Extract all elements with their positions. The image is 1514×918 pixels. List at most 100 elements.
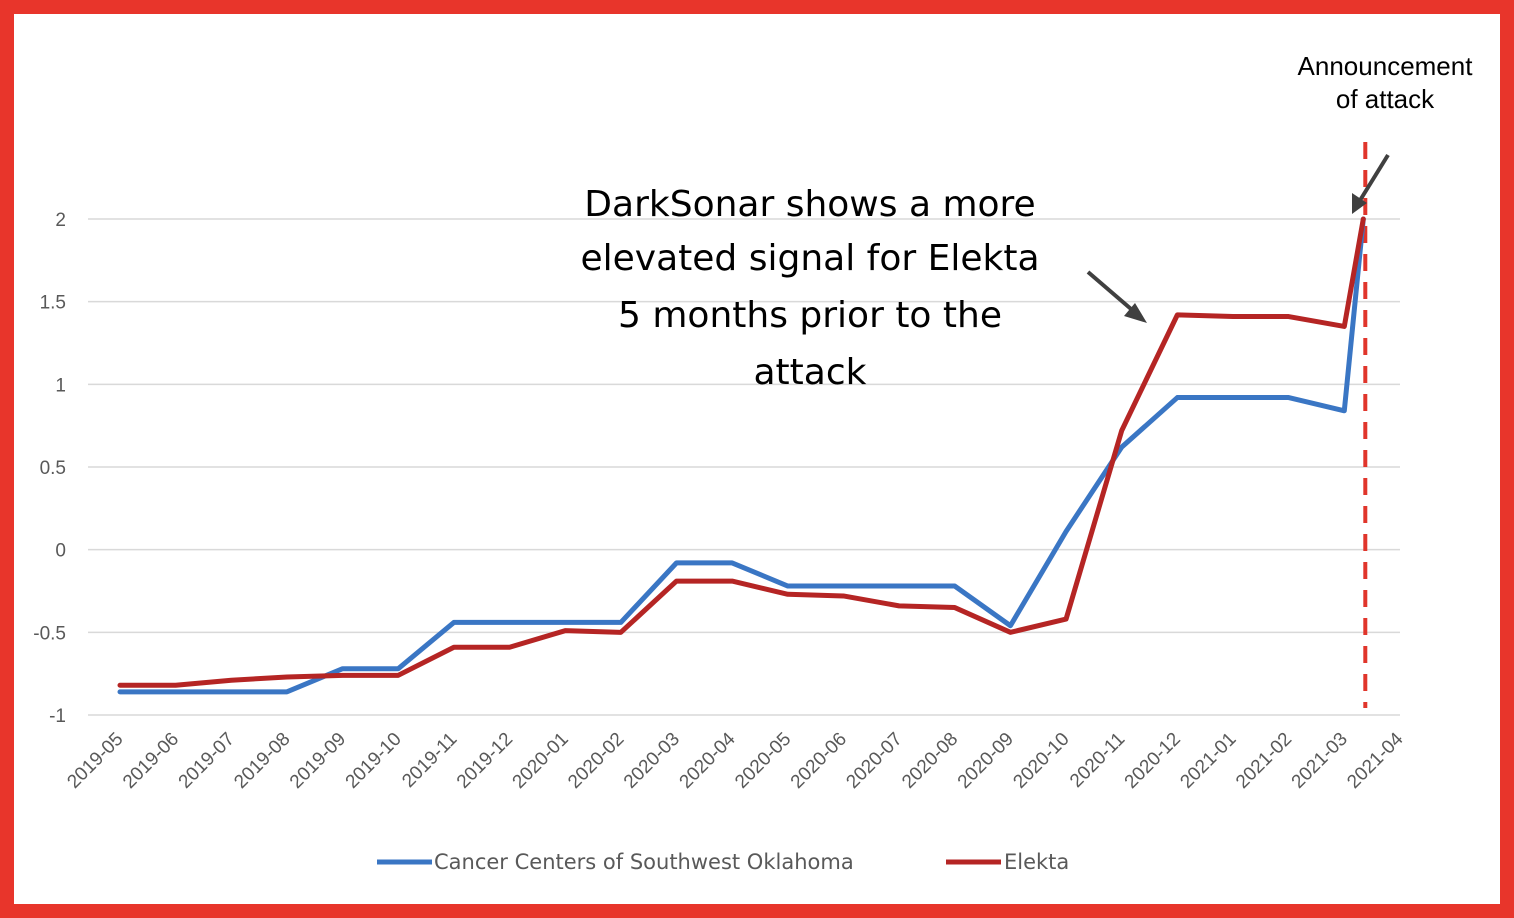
x-tick-label: 2019-12 — [453, 729, 517, 793]
data-point — [1009, 625, 1011, 627]
x-tick-label: 2020-06 — [787, 729, 851, 793]
data-point — [1065, 618, 1067, 620]
data-point — [175, 691, 177, 693]
data-point — [676, 562, 677, 564]
data-point — [564, 621, 566, 623]
y-tick-label: -1 — [49, 706, 66, 727]
data-point — [397, 674, 399, 676]
legend-item-elekta: Elekta — [946, 850, 1069, 874]
y-tick-label: 2 — [55, 210, 66, 231]
x-tick-label: 2019-06 — [119, 729, 183, 793]
data-point — [1065, 530, 1067, 532]
data-point — [1121, 446, 1123, 448]
data-point — [731, 562, 733, 564]
data-point — [397, 668, 399, 670]
x-tick-label: 2020-10 — [1009, 729, 1073, 793]
annotation-line-2: elevated signal for Elekta — [580, 238, 1039, 279]
data-point — [787, 593, 789, 595]
data-point — [509, 621, 511, 623]
data-point — [342, 674, 344, 676]
data-point — [564, 630, 566, 632]
data-point — [453, 646, 455, 648]
annotation-arrow — [1086, 270, 1147, 323]
data-point — [119, 684, 121, 686]
legend-label-ccso: Cancer Centers of Southwest Oklahoma — [434, 850, 854, 874]
x-tick-label: 2020-08 — [898, 729, 962, 793]
data-point — [175, 684, 177, 686]
y-tick-label: 1 — [55, 375, 66, 396]
data-point — [509, 646, 511, 648]
data-point — [954, 607, 956, 609]
data-point — [1121, 430, 1123, 432]
x-tick-label: 2019-09 — [286, 729, 350, 793]
data-point — [676, 580, 677, 582]
data-point — [1232, 397, 1234, 399]
data-point — [230, 679, 232, 681]
y-tick-label: 1.5 — [40, 293, 66, 314]
data-point — [1176, 314, 1178, 316]
y-axis-ticks: 2 1.5 1 0.5 0 -0.5 -1 — [33, 210, 66, 727]
data-point — [842, 585, 844, 587]
x-tick-label: 2019-07 — [175, 729, 239, 793]
y-tick-label: 0 — [55, 541, 66, 562]
x-tick-label: 2020-07 — [842, 729, 906, 793]
x-tick-label: 2020-05 — [731, 729, 795, 793]
data-point — [342, 668, 344, 670]
event-label-line-2: of attack — [1336, 84, 1435, 114]
legend-label-elekta: Elekta — [1004, 850, 1069, 874]
event-annotation: Announcement of attack — [1298, 51, 1474, 214]
data-point — [1009, 631, 1011, 633]
series-1 — [117, 216, 1366, 688]
data-point — [620, 631, 622, 633]
y-tick-label: 0.5 — [40, 458, 66, 479]
data-point — [1288, 397, 1290, 399]
data-point — [731, 580, 733, 582]
main-annotation: DarkSonar shows a more elevated signal f… — [580, 184, 1147, 393]
data-point — [286, 691, 288, 693]
x-tick-label: 2020-09 — [954, 729, 1018, 793]
data-point — [787, 585, 789, 587]
data-point — [898, 585, 900, 587]
data-point — [230, 691, 232, 693]
x-tick-label: 2020-11 — [1066, 729, 1129, 792]
data-point — [119, 691, 121, 693]
data-point — [1288, 316, 1290, 318]
grid-lines — [88, 218, 1400, 716]
event-arrow — [1352, 153, 1390, 214]
series-0 — [117, 216, 1366, 695]
x-tick-label: 2020-03 — [620, 729, 684, 793]
data-point — [1343, 325, 1345, 327]
x-tick-label: 2019-11 — [398, 729, 461, 792]
annotation-line-3: 5 months prior to the — [618, 295, 1002, 336]
x-tick-label: 2020-04 — [676, 728, 740, 792]
x-tick-label: 2019-08 — [230, 729, 294, 793]
x-tick-label: 2021-01 — [1176, 729, 1240, 793]
annotation-line-4: attack — [754, 352, 867, 393]
event-label-line-1: Announcement — [1298, 51, 1474, 81]
legend: Cancer Centers of Southwest Oklahoma Ele… — [377, 850, 1069, 874]
series-lines — [117, 216, 1366, 695]
data-point — [620, 621, 622, 623]
data-point — [954, 585, 956, 587]
y-tick-label: -0.5 — [33, 623, 66, 644]
data-point — [286, 676, 288, 678]
x-tick-label: 2020-01 — [509, 729, 573, 793]
data-point — [1176, 397, 1178, 399]
data-point — [898, 605, 900, 607]
x-tick-label: 2020-02 — [564, 729, 628, 793]
data-point — [1232, 316, 1234, 318]
legend-item-ccso: Cancer Centers of Southwest Oklahoma — [377, 850, 854, 874]
data-point — [842, 595, 844, 597]
x-tick-label: 2019-10 — [342, 729, 406, 793]
x-axis-ticks: 2019-052019-062019-072019-082019-092019-… — [63, 728, 1407, 792]
x-tick-label: 2021-04 — [1343, 728, 1407, 792]
series-line — [117, 216, 1366, 695]
data-point — [1362, 218, 1364, 220]
series-line — [117, 216, 1366, 688]
x-tick-label: 2021-03 — [1288, 729, 1352, 793]
x-tick-label: 2019-05 — [63, 729, 127, 793]
data-point — [1343, 410, 1345, 412]
annotation-line-1: DarkSonar shows a more — [584, 184, 1035, 225]
